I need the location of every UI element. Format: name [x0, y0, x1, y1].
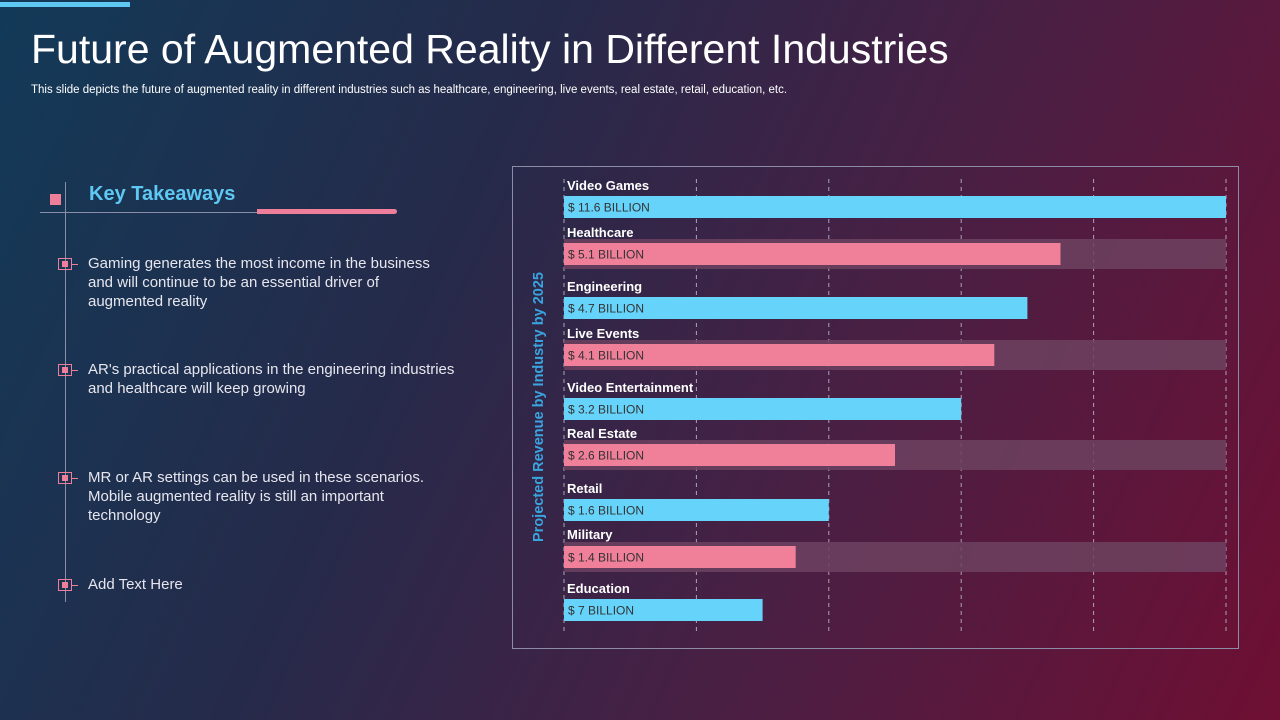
timeline-line: [65, 182, 66, 602]
bar: [564, 546, 796, 568]
category-label: Retail: [567, 481, 602, 496]
bar-value-label: $ 11.6 BILLION: [568, 201, 650, 215]
key-takeaways-heading: Key Takeaways: [89, 183, 236, 205]
category-label: Military: [567, 527, 613, 542]
revenue-bar-chart: Projected Revenue by Industry by 2025 Vid…: [531, 178, 1227, 633]
takeaway-text: AR's practical applications in the engin…: [88, 361, 455, 397]
category-label: Healthcare: [567, 225, 633, 240]
bullet-marker-icon: [58, 364, 78, 376]
takeaway-text: Gaming generates the most income in the …: [88, 255, 430, 310]
category-label: Education: [567, 581, 630, 596]
takeaway-text: MR or AR settings can be used in these s…: [88, 469, 425, 524]
category-label: Live Events: [567, 326, 639, 341]
bar-value-label: $ 5.1 BILLION: [568, 248, 644, 262]
takeaway-text: Add Text Here: [88, 576, 183, 593]
bar-value-label: $ 1.4 BILLION: [568, 551, 644, 565]
bullet-marker-icon: [58, 579, 78, 591]
slide-subtitle: This slide depicts the future of augment…: [31, 84, 788, 96]
bar-value-label: $ 1.6 BILLION: [568, 504, 644, 518]
bar-value-label: $ 3.2 BILLION: [568, 403, 644, 417]
bar: [564, 243, 1061, 265]
category-label: Engineering: [567, 279, 642, 294]
bar: [564, 499, 829, 521]
key-takeaways-square-icon: [50, 194, 61, 205]
bar: [564, 444, 895, 466]
category-label: Video Games: [567, 178, 649, 193]
bar-value-label: $ 7 BILLION: [568, 604, 634, 618]
slide-title: Future of Augmented Reality in Different…: [31, 26, 949, 72]
key-takeaways-accent-bar: [257, 209, 397, 214]
bar: [564, 297, 1028, 319]
bar-value-label: $ 4.7 BILLION: [568, 302, 644, 316]
bar: [564, 599, 763, 621]
bullet-marker-icon: [58, 258, 78, 270]
bullet-marker-icon: [58, 472, 78, 484]
bar: [564, 398, 962, 420]
bar: [564, 344, 995, 366]
category-label: Real Estate: [567, 426, 637, 441]
bar-value-label: $ 4.1 BILLION: [568, 349, 644, 363]
chart-frame: Projected Revenue by Industry by 2025 Vid…: [512, 166, 1239, 649]
bar-value-label: $ 2.6 BILLION: [568, 449, 644, 463]
key-takeaways-underline: [40, 212, 258, 213]
bar: [564, 196, 1226, 218]
category-label: Video Entertainment: [567, 380, 694, 395]
top-accent-bar: [0, 2, 130, 7]
y-axis-label: Projected Revenue by Industry by 2025: [531, 272, 547, 542]
